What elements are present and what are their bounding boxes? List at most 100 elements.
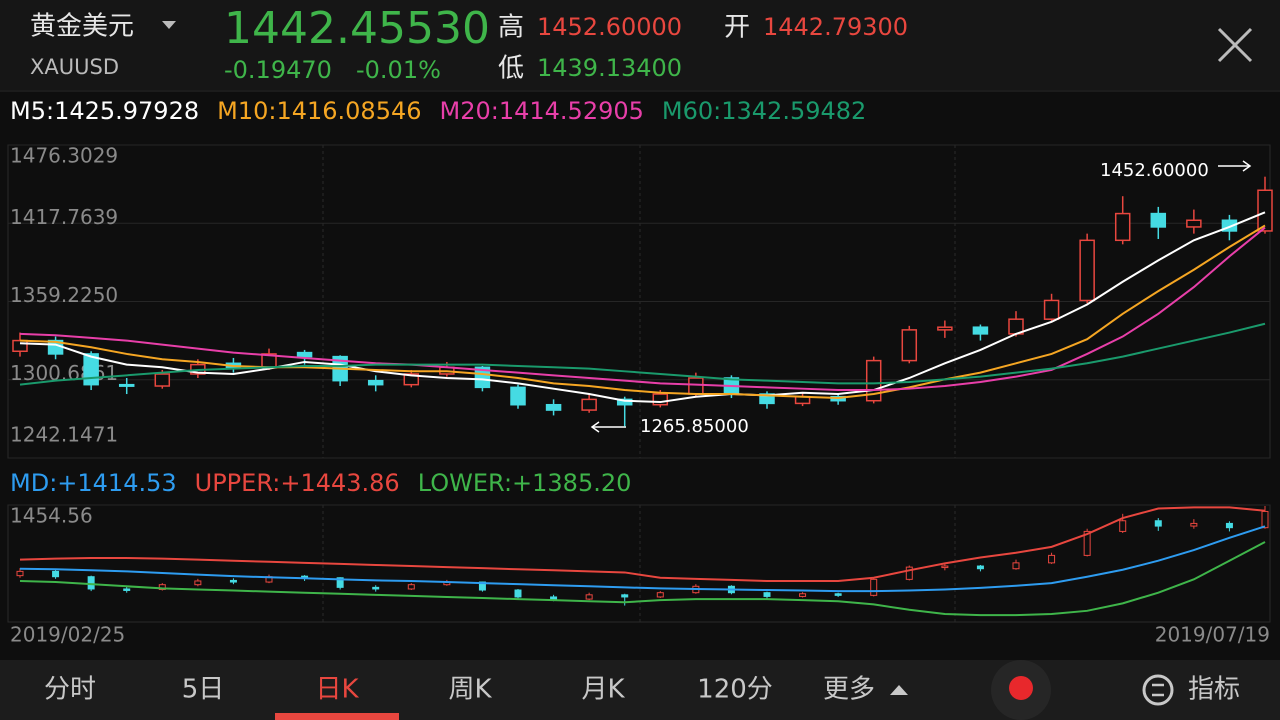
x-tick-label: 2019/02/25 [10,623,125,647]
candle-body [229,579,237,583]
candle-body [1114,212,1131,242]
tab-active[interactable]: 日K [315,675,359,705]
legend-entry: M20:1414.52905 [440,97,644,125]
candle-body [652,393,669,406]
high-annotation: 1452.60000 [1100,160,1209,181]
candle-body [1261,510,1269,529]
y-tick-label: 1242.1471 [10,423,118,447]
candle-body [870,578,878,596]
candle-body [688,377,704,395]
candle-body [616,398,633,406]
candle-body [194,580,202,586]
indicator-line [19,506,1266,582]
candle-body [474,366,491,389]
high-value: 1452.60000 [537,13,682,41]
candle-body [545,403,562,411]
indicator-line [19,224,1266,400]
tab[interactable]: 5日 [182,675,225,705]
candle-body [976,565,984,570]
candle-body [510,386,526,406]
low-annotation: 1265.85000 [640,416,749,437]
candle-body [937,326,953,331]
candle-body [1221,219,1238,232]
candle-body [158,584,166,590]
candle-body [296,351,313,358]
candle-body [763,592,771,597]
candle-body [123,588,131,591]
candle-body [581,398,597,411]
high-label: 高 [498,13,524,43]
y-tick-label: 1454.56 [10,504,93,528]
candle-body [1079,239,1095,302]
candle-body [1154,520,1162,527]
y-tick-label: 1476.3029 [10,144,118,168]
low-value: 1439.13400 [537,54,682,82]
record-dot[interactable] [1009,676,1033,700]
candle-body [1150,212,1167,228]
tab[interactable]: 120分 [697,675,773,705]
indicator-line [19,322,1266,386]
indicator-line [19,525,1266,593]
instrument-name[interactable]: 黄金美元 [30,12,134,42]
low-arrow [590,421,626,433]
candle-body [1048,554,1056,564]
candle-body [16,570,24,577]
legend-entry: LOWER:+1385.20 [418,469,632,497]
candle-body [656,592,664,598]
tab[interactable]: 分时 [44,675,96,705]
change-pct: -0.01% [356,56,441,84]
y-tick-label: 1300.6861 [10,361,118,385]
candle-body [905,566,913,580]
candle-body [336,577,344,588]
candle-body [941,565,949,569]
indicator-line [19,541,1266,617]
candle-body [12,339,28,353]
tab[interactable]: 更多 [823,675,875,705]
close-button[interactable] [1217,27,1253,63]
candle-body [799,593,807,597]
tab[interactable]: 周K [448,675,492,705]
candle-body [1190,522,1198,527]
legend-entry: M10:1416.08546 [217,97,421,125]
candle-body [834,593,842,596]
candle-body [621,594,629,598]
candle-body [118,383,135,387]
candle-body [759,393,775,405]
legend-entry: M60:1342.59482 [662,97,866,125]
dropdown-icon[interactable] [162,21,176,29]
candle-body [901,329,918,362]
legend-entry: MD:+1414.53 [10,469,177,497]
last-price: 1442.45530 [224,3,490,54]
y-tick-label: 1417.7639 [10,205,118,229]
indicator-line [19,211,1266,404]
header-bg [0,0,1280,90]
legend-entry: M5:1425.97928 [10,97,199,125]
candle-body [52,570,60,578]
open-value: 1442.79300 [763,13,908,41]
indicator-icon[interactable] [1142,674,1174,706]
low-label: 低 [498,54,524,84]
candle-body [1257,189,1273,232]
active-tab-indicator [275,713,399,720]
more-icon[interactable] [890,685,908,695]
legend-entry: UPPER:+1443.86 [195,469,400,497]
candle-body [367,379,384,386]
candle-body [1012,562,1020,570]
candle-body [514,589,522,598]
tab[interactable]: 指标 [1188,675,1240,705]
candle-body [1186,219,1202,228]
tab[interactable]: 月K [581,675,625,705]
candle-body [407,584,415,590]
candle-body [585,594,593,600]
candle-body [972,326,989,335]
y-tick-label: 1359.2250 [10,283,118,307]
candle-body [403,373,420,386]
candle-body [550,596,558,600]
candle-body [87,576,95,590]
symbol: XAUUSD [30,55,119,79]
candle-body [372,586,380,590]
tab-bar [0,660,1280,720]
